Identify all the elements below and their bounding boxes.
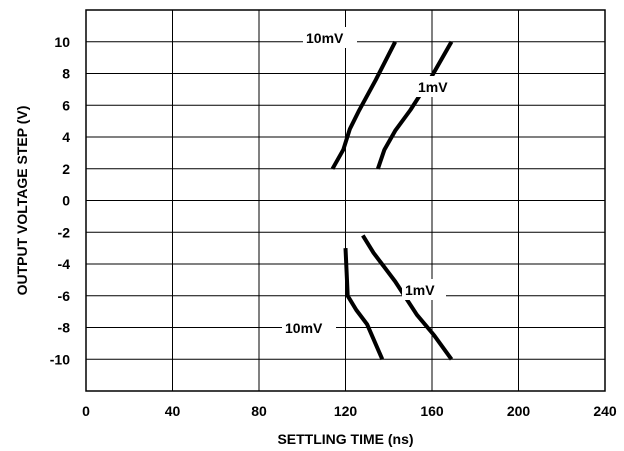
series-curve-3 xyxy=(343,248,385,361)
x-tick-label: 120 xyxy=(334,403,358,419)
x-axis-title: SETTLING TIME (ns) xyxy=(277,431,413,447)
x-tick-label: 200 xyxy=(507,403,531,419)
curve-label: 10mV xyxy=(285,320,323,336)
y-tick-label: 6 xyxy=(62,97,70,113)
curve-labels: 10mV 1mV 10mV 1mV xyxy=(282,27,459,338)
x-axis-tick-labels: 0 40 80 120 160 200 240 xyxy=(82,403,617,419)
y-axis-tick-labels: 10 8 6 4 2 0 -2 -4 -6 -8 -10 xyxy=(50,34,70,368)
y-tick-label: -8 xyxy=(58,320,71,336)
y-tick-label: 0 xyxy=(62,193,70,209)
curve-label: 1mV xyxy=(405,282,435,298)
y-tick-label: 8 xyxy=(62,66,70,82)
grid xyxy=(86,10,605,391)
y-tick-label: -10 xyxy=(50,351,70,367)
curve-label-background xyxy=(415,76,459,97)
curve-label-background xyxy=(303,27,357,48)
y-tick-label: -2 xyxy=(58,224,71,240)
x-tick-label: 80 xyxy=(251,403,267,419)
y-tick-label: -4 xyxy=(58,256,71,272)
curve-label-background xyxy=(402,279,446,300)
y-tick-label: 10 xyxy=(54,34,70,50)
x-tick-label: 240 xyxy=(593,403,617,419)
curve-label: 10mV xyxy=(306,30,344,46)
plot-frame xyxy=(85,9,606,392)
y-tick-label: 4 xyxy=(62,129,70,145)
curve-label-background xyxy=(282,317,336,338)
y-tick-label: -6 xyxy=(58,288,71,304)
x-tick-label: 40 xyxy=(165,403,181,419)
x-tick-label: 0 xyxy=(82,403,90,419)
x-tick-label: 160 xyxy=(420,403,444,419)
y-tick-label: 2 xyxy=(62,161,70,177)
curve-label: 1mV xyxy=(418,79,448,95)
y-axis-title: OUTPUT VOLTAGE STEP (V) xyxy=(14,106,30,296)
series-curve-1 xyxy=(330,40,397,170)
series-curve-2 xyxy=(376,40,454,170)
